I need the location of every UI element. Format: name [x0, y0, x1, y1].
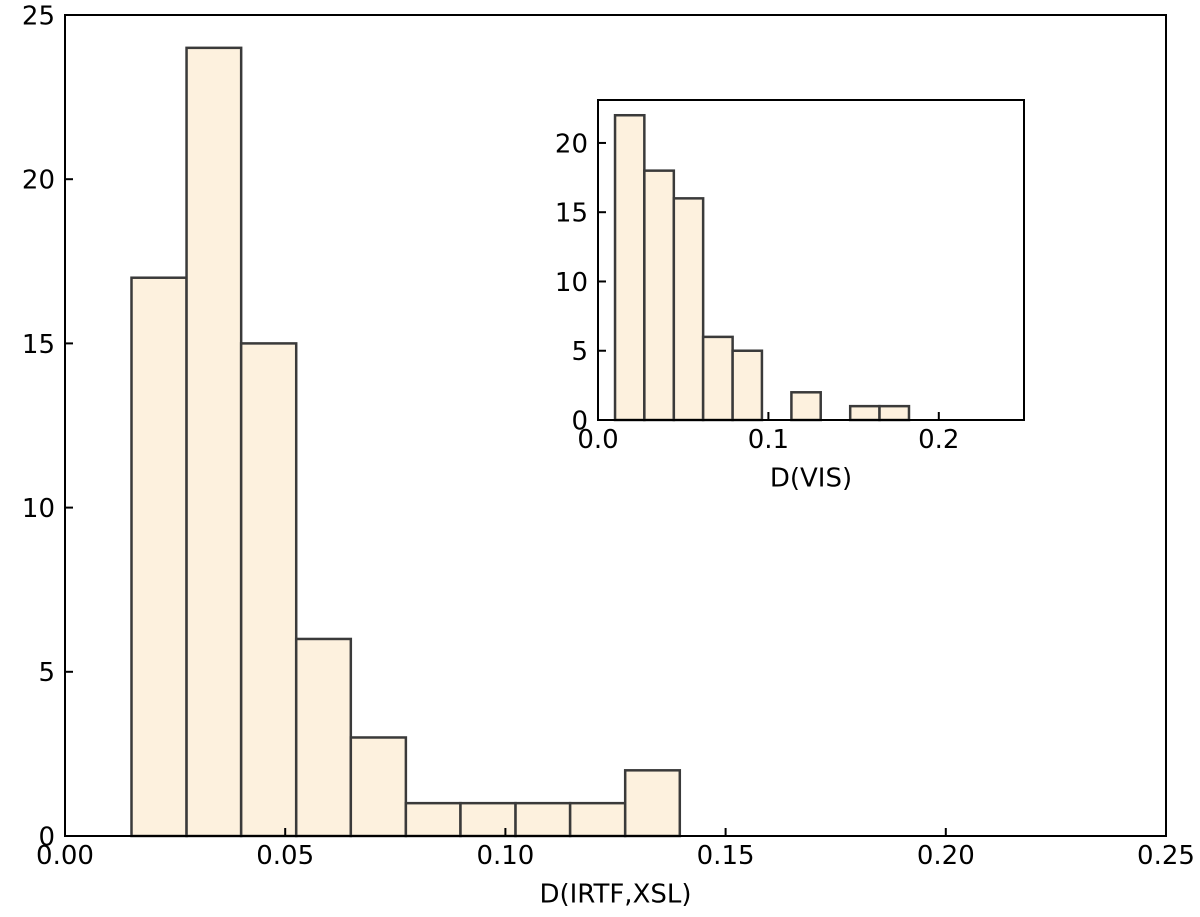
inset-y-ticks: 0 5 10 15 20 — [555, 129, 606, 436]
inset-y-tick-label: 5 — [571, 337, 588, 367]
main-y-ticks: 0 5 10 15 20 25 — [22, 1, 73, 852]
inset-x-tick-label: 0.1 — [748, 425, 789, 455]
inset-plot-frame — [597, 99, 1025, 421]
main-y-tick-label: 15 — [22, 330, 55, 360]
main-x-tick-label: 0.10 — [476, 841, 534, 871]
inset-bar — [848, 404, 881, 422]
main-x-tick-label: 0.15 — [697, 841, 755, 871]
main-x-tick-label: 0.25 — [1137, 841, 1195, 871]
main-y-tick-label: 25 — [22, 1, 55, 31]
main-bar — [514, 801, 572, 838]
main-y-tick-label: 10 — [22, 494, 55, 524]
main-y-tick-label: 0 — [38, 822, 55, 852]
inset-bar — [731, 349, 764, 422]
inset-x-tick-label: 0.2 — [918, 425, 959, 455]
main-bar — [459, 801, 517, 838]
main-plot-frame — [64, 14, 1167, 837]
main-y-tick-label: 5 — [38, 658, 55, 688]
inset-bar — [613, 113, 646, 422]
main-x-tick-label: 0.05 — [256, 841, 314, 871]
main-bar — [130, 276, 188, 838]
main-bar — [185, 46, 243, 838]
main-bar — [568, 801, 627, 838]
inset-x-tick-label: 0.0 — [577, 425, 618, 455]
inset-y-tick-label: 20 — [555, 129, 588, 159]
main-x-ticks: 0.00 0.05 0.10 0.15 0.20 0.25 — [36, 828, 1195, 871]
main-x-tick-label: 0.20 — [917, 841, 975, 871]
inset-plot: 0.0 0.1 0.2 0 5 10 15 20 D(VIS) — [555, 99, 1025, 493]
main-bar — [239, 342, 298, 838]
main-x-tick-label: 0.00 — [36, 841, 94, 871]
inset-x-axis-label: D(VIS) — [770, 463, 852, 493]
main-y-tick-label: 20 — [22, 166, 55, 196]
inset-bar — [790, 391, 822, 422]
inset-bar — [701, 335, 734, 422]
main-bars — [130, 46, 682, 838]
main-bar — [623, 769, 682, 838]
inset-y-tick-label: 0 — [571, 406, 588, 436]
inset-bar — [672, 197, 705, 422]
inset-bar — [878, 404, 911, 422]
main-bar — [294, 637, 353, 838]
main-x-axis-label: D(IRTF,XSL) — [539, 879, 691, 909]
inset-bar — [643, 169, 676, 422]
inset-y-tick-label: 10 — [555, 268, 588, 298]
main-bar — [349, 736, 408, 838]
inset-x-ticks: 0.0 0.1 0.2 — [577, 412, 959, 455]
main-bar — [404, 801, 462, 838]
inset-bars — [613, 113, 911, 422]
inset-y-tick-label: 15 — [555, 199, 588, 229]
